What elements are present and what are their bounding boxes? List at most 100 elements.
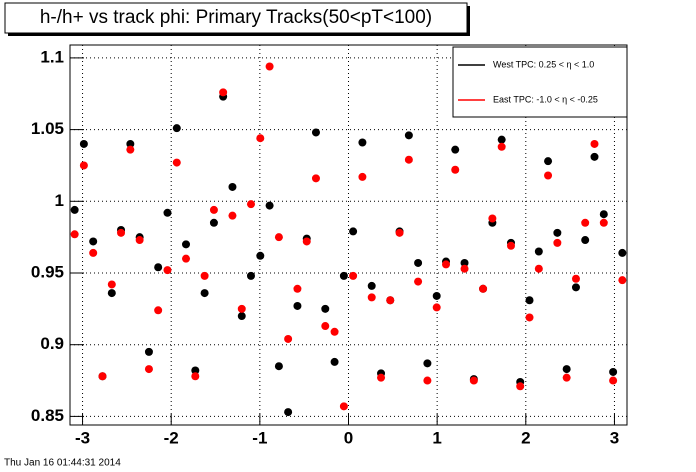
data-point (451, 145, 460, 154)
data-point (321, 304, 330, 313)
y-tick-label: 0.95 (31, 262, 64, 281)
data-point (404, 131, 413, 140)
data-point (70, 230, 79, 239)
data-point (144, 365, 153, 374)
data-point (200, 271, 209, 280)
data-point (469, 376, 478, 385)
data-point (89, 237, 98, 246)
data-point (339, 271, 348, 280)
data-point (209, 218, 218, 227)
data-point (497, 142, 506, 151)
data-point (479, 284, 488, 293)
data-point (228, 211, 237, 220)
data-point (339, 402, 348, 411)
data-point (237, 304, 246, 313)
data-point (117, 228, 126, 237)
data-point (404, 155, 413, 164)
chart-title: h-/h+ vs track phi: Primary Tracks(50<pT… (40, 7, 432, 28)
data-point (553, 228, 562, 237)
data-point (488, 214, 497, 223)
data-point (154, 306, 163, 315)
data-point (302, 237, 311, 246)
data-point (107, 289, 116, 298)
data-point (544, 157, 553, 166)
data-point (377, 373, 386, 382)
x-tick-label: -2 (164, 428, 179, 447)
data-point (265, 201, 274, 210)
data-point (367, 281, 376, 290)
data-point (609, 367, 618, 376)
x-tick-label: 3 (610, 428, 619, 447)
data-point (525, 313, 534, 322)
x-tick-label: 1 (432, 428, 441, 447)
data-point (451, 165, 460, 174)
data-point (618, 276, 627, 285)
data-point (89, 248, 98, 257)
data-point (256, 134, 265, 143)
data-point (599, 218, 608, 227)
plot-border (69, 44, 628, 426)
data-point (544, 171, 553, 180)
data-point (237, 312, 246, 321)
data-point (70, 205, 79, 214)
data-point (330, 357, 339, 366)
data-point (571, 274, 580, 283)
data-point (191, 366, 200, 375)
data-point (265, 62, 274, 71)
data-point (330, 327, 339, 336)
x-tick-label: -1 (252, 428, 267, 447)
data-point (163, 208, 172, 217)
legend-label: East TPC: -1.0 < η < -0.25 (493, 94, 598, 104)
data-point (571, 283, 580, 292)
data-point (311, 128, 320, 137)
y-tick-label: 1.05 (31, 119, 64, 138)
data-point (553, 238, 562, 247)
data-point (349, 271, 358, 280)
data-point (432, 291, 441, 300)
data-point (358, 172, 367, 181)
data-point (126, 145, 135, 154)
data-point (562, 365, 571, 374)
data-point (135, 236, 144, 245)
data-point (367, 293, 376, 302)
data-point (228, 182, 237, 191)
data-point (581, 236, 590, 245)
y-tick-label: 1 (55, 191, 64, 210)
data-point (126, 139, 135, 148)
data-point (395, 228, 404, 237)
data-point (581, 218, 590, 227)
data-point (172, 158, 181, 167)
data-point (154, 263, 163, 272)
data-point (274, 233, 283, 242)
y-tick-label: 0.9 (40, 334, 64, 353)
data-point (599, 210, 608, 219)
title-box (4, 2, 468, 34)
data-point (163, 266, 172, 275)
data-point (460, 264, 469, 273)
y-tick-label: 1.1 (40, 47, 64, 66)
data-point (293, 301, 302, 310)
data-point (191, 372, 200, 381)
data-point (219, 88, 228, 97)
data-point (79, 161, 88, 170)
data-point (256, 251, 265, 260)
data-point (460, 258, 469, 267)
data-point (274, 362, 283, 371)
x-tick-label: 2 (521, 428, 530, 447)
data-point (107, 280, 116, 289)
data-point (284, 408, 293, 417)
data-point (144, 347, 153, 356)
data-point (414, 258, 423, 267)
x-tick-label: -3 (75, 428, 90, 447)
data-point (284, 334, 293, 343)
data-point (414, 277, 423, 286)
data-point (506, 241, 515, 250)
data-point (525, 296, 534, 305)
data-point (98, 372, 107, 381)
data-point (79, 139, 88, 148)
data-point (442, 260, 451, 269)
data-point (590, 139, 599, 148)
data-point (609, 376, 618, 385)
data-point (321, 322, 330, 331)
